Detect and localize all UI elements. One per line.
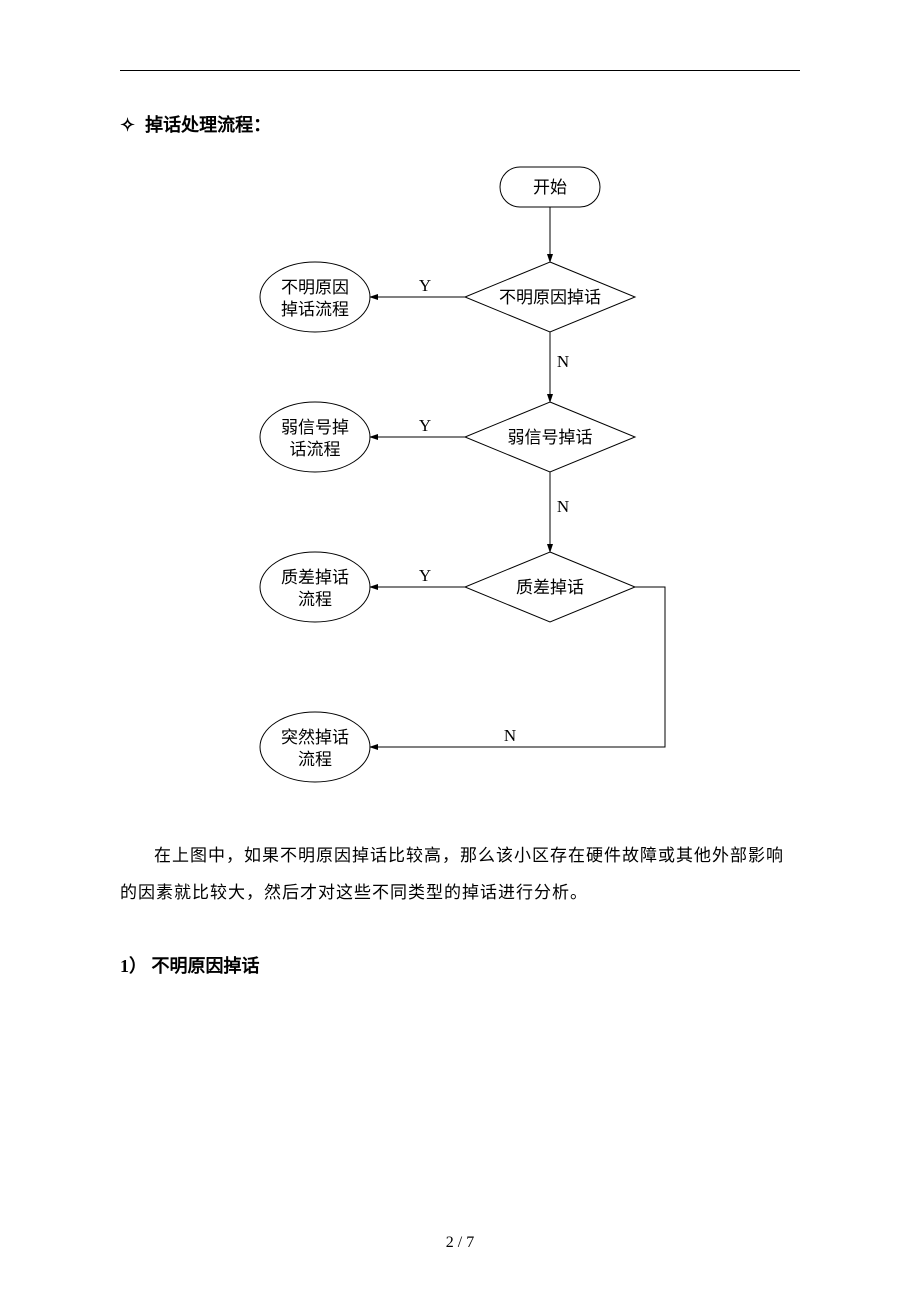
svg-text:不明原因掉话: 不明原因掉话 [499,288,601,307]
section-title: 不明原因掉话 [152,956,260,976]
svg-text:流程: 流程 [298,590,332,609]
svg-text:N: N [504,726,516,745]
header-rule [120,70,800,71]
svg-text:N: N [557,352,569,371]
svg-text:开始: 开始 [533,178,567,197]
svg-text:掉话流程: 掉话流程 [281,300,349,319]
heading-line: ✧ 掉话处理流程： [120,111,800,137]
svg-text:Y: Y [419,416,431,435]
page-number: 2 / 7 [0,1234,920,1252]
svg-text:突然掉话: 突然掉话 [281,728,349,747]
svg-text:不明原因: 不明原因 [281,278,349,297]
section-number: 1） [120,956,147,976]
section-heading: 1） 不明原因掉话 [120,952,800,978]
flowchart-diagram: YNYNYN开始不明原因掉话不明原因掉话流程弱信号掉话弱信号掉话流程质差掉话质差… [220,157,700,807]
svg-text:质差掉话: 质差掉话 [281,568,349,587]
body-paragraph: 在上图中，如果不明原因掉话比较高，那么该小区存在硬件故障或其他外部影响的因素就比… [120,837,800,912]
svg-text:弱信号掉话: 弱信号掉话 [508,428,593,447]
svg-text:质差掉话: 质差掉话 [516,578,584,597]
svg-text:话流程: 话流程 [290,440,341,459]
svg-text:弱信号掉: 弱信号掉 [281,418,349,437]
heading-text: 掉话处理流程： [145,115,271,135]
bullet-icon: ✧ [120,115,135,136]
svg-text:N: N [557,497,569,516]
svg-text:流程: 流程 [298,750,332,769]
svg-text:Y: Y [419,276,431,295]
svg-text:Y: Y [419,566,431,585]
